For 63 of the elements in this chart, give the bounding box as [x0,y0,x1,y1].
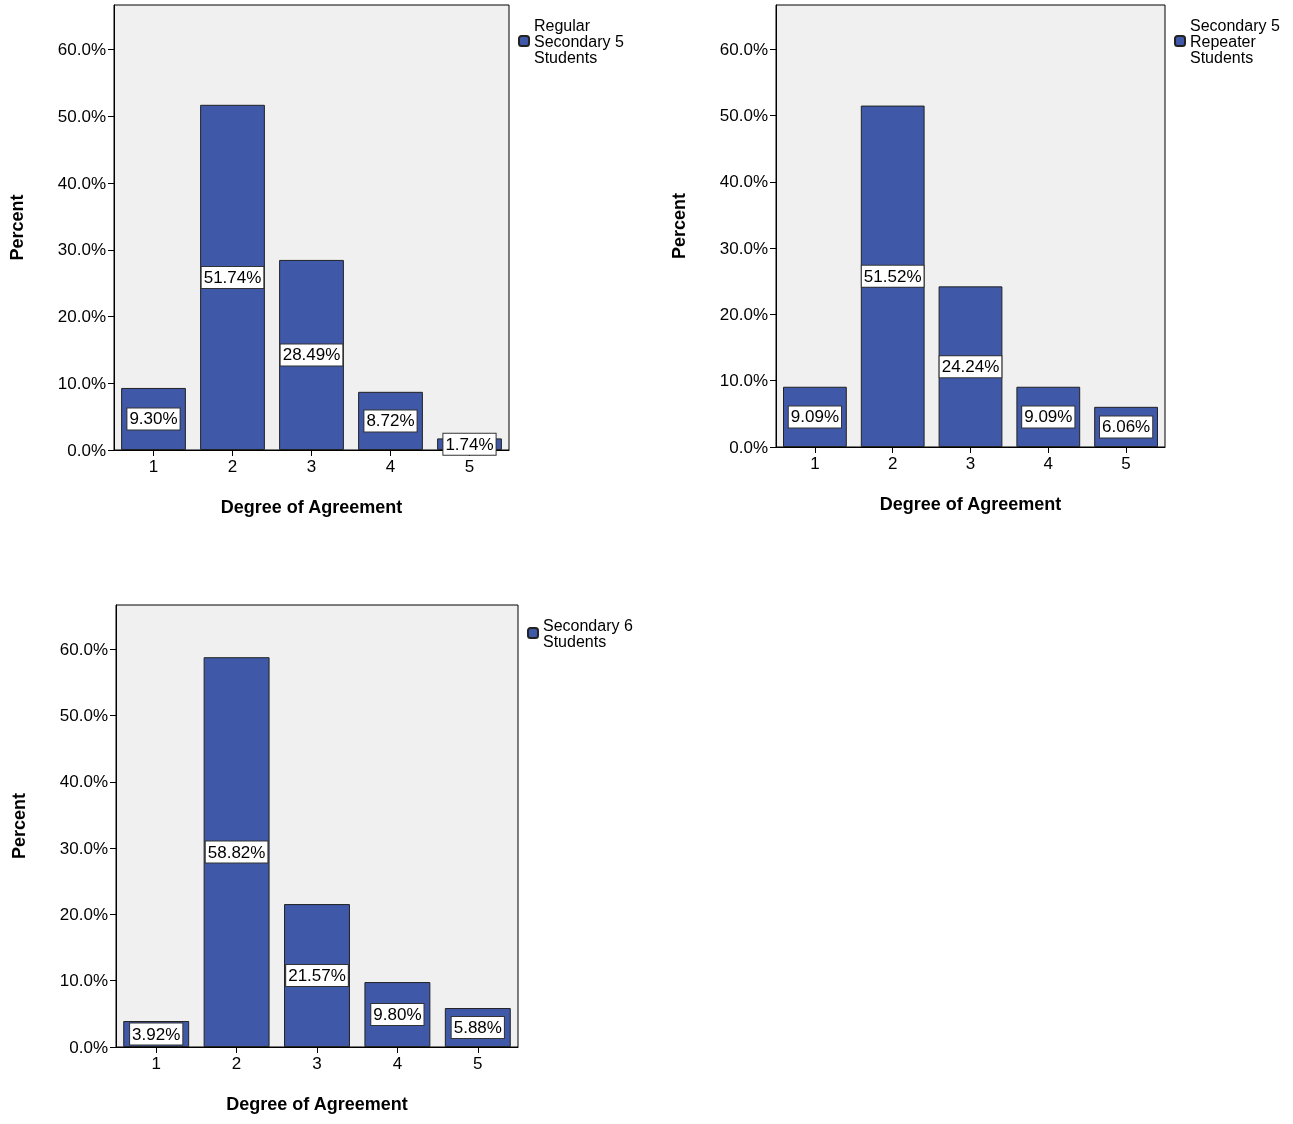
y-axis-title: Percent [7,194,27,261]
y-tick-label: 10.0% [719,371,768,391]
y-tick-label: 10.0% [59,971,108,991]
bar [203,657,270,1047]
y-tick-label: 20.0% [57,307,106,327]
x-tick-label: 4 [392,1054,403,1073]
y-tick-label: 30.0% [719,238,768,258]
x-tick-label: 2 [231,1054,242,1073]
y-tick-label: 40.0% [59,772,108,792]
data-label: 21.57% [288,966,346,986]
y-tick-label: 50.0% [719,106,768,126]
data-label: 9.30% [129,409,178,429]
y-tick-label: 60.0% [719,39,768,59]
y-tick-label: 0.0% [67,440,106,460]
x-tick-label: 1 [810,454,820,473]
y-tick-label: 60.0% [59,639,108,659]
data-label: 1.74% [445,434,494,454]
data-label: 8.72% [366,411,415,431]
y-tick-label: 40.0% [719,172,768,192]
x-tick-label: 3 [306,457,317,476]
y-axis-title: Percent [9,792,29,860]
x-tick-label: 1 [151,1054,161,1073]
x-tick-label: 2 [227,457,238,476]
data-label: 24.24% [941,357,1000,377]
y-tick-label: 20.0% [719,304,768,324]
y-tick-label: 40.0% [57,173,106,193]
y-tick-label: 30.0% [57,240,106,260]
x-axis-title: Degree of Agreement [220,497,403,517]
x-tick-label: 2 [887,454,898,473]
y-tick-label: 0.0% [69,1037,108,1057]
y-tick-label: 30.0% [59,838,108,858]
y-axis-title: Percent [669,192,689,260]
x-axis-title: Degree of Agreement [879,494,1062,514]
data-label: 9.09% [790,407,839,427]
data-label: 9.80% [373,1005,422,1025]
data-label: 3.92% [132,1024,181,1044]
x-tick-label: 5 [473,1054,483,1073]
x-tick-label: 5 [1121,454,1131,473]
x-axis-title: Degree of Agreement [226,1094,408,1114]
y-tick-label: 50.0% [59,706,108,726]
x-tick-label: 4 [385,457,396,476]
data-label: 6.06% [1102,417,1151,437]
data-label: 28.49% [282,345,341,365]
y-tick-label: 60.0% [57,40,106,60]
data-label: 51.52% [863,266,922,286]
y-tick-label: 0.0% [729,437,768,457]
x-tick-label: 4 [1043,454,1054,473]
data-label: 9.09% [1024,407,1073,427]
data-label: 58.82% [207,842,266,862]
x-tick-label: 1 [148,457,159,476]
bar [860,105,925,447]
x-tick-label: 3 [965,454,976,473]
legend-label: Secondary 6 Students [543,616,638,650]
y-tick-label: 10.0% [57,373,106,393]
x-tick-label: 5 [464,457,475,476]
legend-label: Secondary 5 Repeater Students [1190,16,1285,66]
bar [200,104,265,450]
y-tick-label: 20.0% [59,904,108,924]
y-tick-label: 50.0% [57,106,106,126]
legend-label: Regular Secondary 5 Students [534,16,629,66]
data-label: 51.74% [203,267,262,287]
data-label: 5.88% [453,1018,502,1038]
x-tick-label: 3 [312,1054,322,1073]
